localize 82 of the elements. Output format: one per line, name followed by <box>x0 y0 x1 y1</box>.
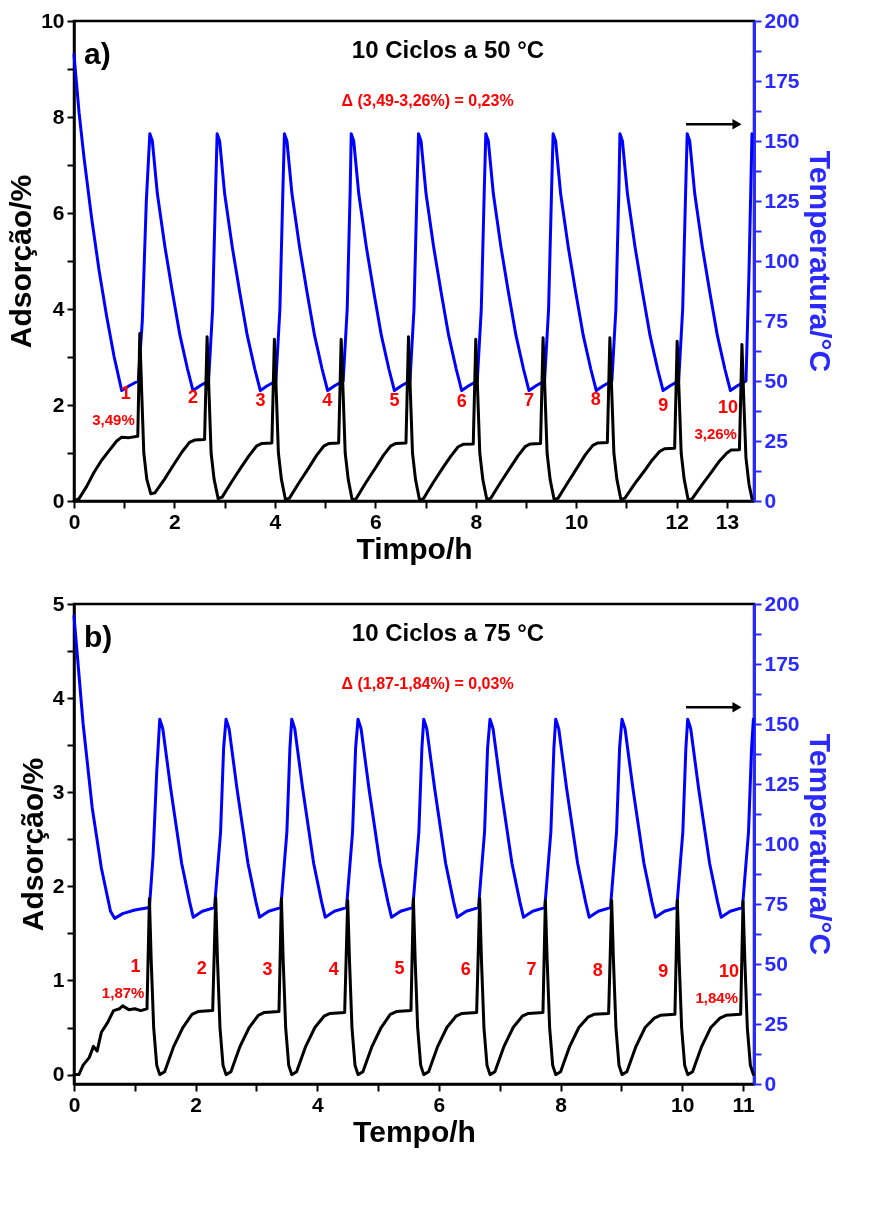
y-axis-title: Adsorção/% <box>4 174 38 349</box>
y2-tick-label: 100 <box>764 831 800 855</box>
y2-tick-label: 75 <box>764 891 789 915</box>
y2-tick-label: 0 <box>764 1071 777 1095</box>
annotation: 3 <box>262 958 273 979</box>
text: 10 Ciclos a 50 °C <box>351 36 545 63</box>
annotation: b) <box>84 620 113 653</box>
annotation: 4 <box>328 959 339 980</box>
x-tick-label: 11 <box>732 1092 755 1116</box>
annotation: 1,87% <box>101 983 145 1001</box>
annotation: 7 <box>524 390 535 411</box>
x-tick-label: 8 <box>555 1092 568 1116</box>
x-axis-title: Tempo/h <box>353 1114 476 1148</box>
annotation: 7 <box>526 959 537 980</box>
x-tick-label: 10 <box>565 509 589 533</box>
text: 10 Ciclos a 75 °C <box>351 619 545 646</box>
annotation: Δ (3,49-3,26%) = 0,23% <box>341 92 514 109</box>
annotation: Δ (1,87-1,84%) = 0,03% <box>341 675 514 692</box>
x-tick-label: 12 <box>665 509 689 533</box>
y2-tick-label: 100 <box>764 248 800 272</box>
y2-tick-label: 0 <box>764 488 777 512</box>
y2-tick-label: 125 <box>764 771 800 795</box>
y-tick-label: 0 <box>52 488 65 512</box>
y2-tick-label: 25 <box>764 1011 789 1035</box>
annotation: 8 <box>590 389 601 410</box>
y-tick-label: 2 <box>52 873 65 897</box>
y2-tick-label: 150 <box>764 711 800 735</box>
y-tick-label: 6 <box>52 200 65 224</box>
annotation: 10 <box>719 961 740 982</box>
y2-tick-label: 50 <box>764 951 788 975</box>
x-tick-label: 2 <box>190 1092 202 1116</box>
y-tick-label: 10 <box>41 8 65 32</box>
annotation: 10 <box>717 396 738 417</box>
y-tick-label: 3 <box>52 779 65 803</box>
x-tick-label: 0 <box>68 509 81 533</box>
y-tick-label: 4 <box>52 296 65 320</box>
annotation: 4 <box>322 389 333 410</box>
x-tick-label: 10 <box>671 1092 695 1116</box>
annotation: 3,49% <box>92 411 135 429</box>
annotation: 6 <box>460 959 471 980</box>
annotation: 6 <box>456 390 467 411</box>
y2-tick-label: 25 <box>764 428 789 452</box>
y2-axis-title: Temperatura/°C <box>803 733 837 956</box>
x-tick-label: 2 <box>169 509 181 533</box>
y2-tick-label: 200 <box>764 8 800 32</box>
y2-tick-label: 175 <box>764 68 800 92</box>
y2-tick-label: 75 <box>764 308 789 332</box>
annotation: 2 <box>196 957 207 978</box>
y-tick-label: 0 <box>52 1062 65 1086</box>
x-axis-title: Timpo/h <box>356 531 473 565</box>
line-series <box>72 614 755 920</box>
y-tick-label: 2 <box>52 392 65 416</box>
y2-tick-label: 50 <box>764 368 788 392</box>
y2-tick-label: 150 <box>764 128 800 152</box>
annotation: 5 <box>394 957 405 978</box>
y2-tick-label: 200 <box>764 591 800 615</box>
y-tick-label: 5 <box>52 591 65 615</box>
x-tick-label: 0 <box>68 1092 81 1116</box>
annotation: 3,26% <box>694 424 737 442</box>
x-tick-label: 4 <box>269 509 282 533</box>
y-tick-label: 1 <box>52 967 65 991</box>
annotation: a) <box>84 37 111 70</box>
annotation: 3 <box>255 389 266 410</box>
annotation: 5 <box>389 389 400 410</box>
x-tick-label: 8 <box>470 509 483 533</box>
annotation: 9 <box>658 961 669 982</box>
annotation: 2 <box>188 386 199 407</box>
y2-tick-label: 175 <box>764 651 800 675</box>
annotation: 8 <box>592 960 603 981</box>
annotation: 1 <box>130 955 141 976</box>
annotation: 1,84% <box>695 989 739 1007</box>
y2-axis-title: Temperatura/°C <box>803 150 837 373</box>
annotation: 9 <box>658 395 669 416</box>
x-tick-label: 6 <box>369 509 382 533</box>
y-tick-label: 8 <box>52 104 65 128</box>
x-tick-label: 13 <box>715 509 740 533</box>
y-axis-title: Adsorção/% <box>15 757 49 932</box>
x-tick-label: 6 <box>433 1092 446 1116</box>
y-tick-label: 4 <box>52 685 65 709</box>
annotation: 1 <box>120 383 131 404</box>
y2-tick-label: 125 <box>764 188 800 212</box>
x-tick-label: 4 <box>311 1092 324 1116</box>
